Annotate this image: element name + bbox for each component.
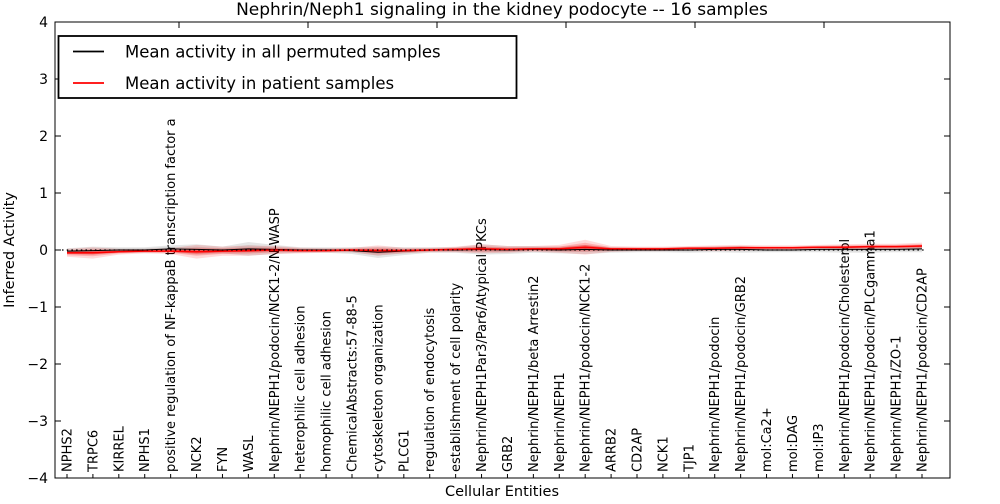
x-tick-label: Nephrin/NEPH1Par3/Par6/Atypical PKCs — [475, 218, 490, 472]
x-tick-label: PLCG1 — [397, 429, 412, 472]
x-tick-label: homophilic cell adhesion — [320, 311, 335, 472]
legend-label-permuted: Mean activity in all permuted samples — [125, 43, 441, 62]
x-tick-label: TJP1 — [682, 444, 697, 473]
y-tick-label: 1 — [39, 186, 48, 202]
x-tick-label: mol:DAG — [786, 415, 801, 472]
x-tick-label: positive regulation of NF-kappaB transcr… — [164, 118, 179, 472]
x-tick-label: Nephrin/NEPH1/beta Arrestin2 — [527, 276, 542, 473]
x-tick-label: Nephrin/NEPH1/podocin — [708, 317, 723, 472]
x-tick-label: mol:IP3 — [812, 423, 827, 472]
legend-label-patient: Mean activity in patient samples — [125, 74, 394, 93]
x-tick-label: Nephrin/NEPH1/podocin/NCK1-2 — [579, 264, 594, 472]
chart-title: Nephrin/Neph1 signaling in the kidney po… — [236, 0, 768, 20]
axes: −4 −3 −2 −1 0 1 2 3 4 — [27, 15, 950, 487]
y-tick-label: −2 — [27, 357, 48, 373]
x-tick-label: mol:Ca2+ — [760, 407, 775, 472]
legend: Mean activity in all permuted samples Me… — [57, 35, 518, 99]
x-tick-label: ARRB2 — [605, 428, 620, 472]
x-tick-label: NCK2 — [190, 436, 205, 472]
x-tick-label: establishment of cell polarity — [449, 283, 464, 472]
x-tick-label: Nephrin/NEPH1/podocin/PLCgamma1 — [864, 230, 879, 472]
x-tick-label: Nephrin/NEPH1/podocin/NCK1-2/N-WASP — [268, 208, 283, 472]
x-tick-label: Nephrin/NEPH1/podocin/CD2AP — [916, 268, 931, 472]
y-tick-label: 0 — [39, 243, 48, 259]
x-tick-label: TRPC6 — [86, 430, 101, 473]
x-axis-label: Cellular Entities — [445, 484, 559, 500]
x-tick-label: NPHS2 — [61, 428, 76, 472]
x-tick-label: cytoskeleton organization — [371, 304, 386, 472]
x-tick-label: GRB2 — [501, 436, 516, 472]
x-tick-label: regulation of endocytosis — [423, 307, 438, 472]
plot-frame — [54, 21, 951, 479]
patient-mean-line — [67, 245, 923, 254]
x-tick-labels: NPHS2 TRPC6 KIRREL NPHS1 positive regulation… — [61, 118, 931, 473]
x-tick-label: NPHS1 — [138, 428, 153, 472]
y-tick-label: −3 — [27, 414, 48, 430]
x-tick-label: WASL — [242, 435, 257, 472]
x-tick-label: ChemicalAbstracts:57-88-5 — [346, 295, 361, 472]
x-tick-label: Nephrin/NEPH1 — [553, 372, 568, 472]
x-tick-label: Nephrin/NEPH1/podocin/GRB2 — [734, 276, 749, 472]
y-tick-label: 2 — [39, 129, 48, 145]
x-tick-label: heterophilic cell adhesion — [294, 306, 309, 473]
y-axis-label: Inferred Activity — [2, 192, 18, 308]
x-tick-label: Nephrin/NEPH1/ZO-1 — [890, 336, 905, 472]
legend-box — [57, 35, 518, 99]
x-tick-label: CD2AP — [631, 428, 646, 472]
x-tick-label: KIRREL — [112, 425, 127, 472]
y-tick-label: −4 — [27, 471, 48, 487]
series-lines — [62, 245, 926, 254]
y-tick-label: 3 — [39, 72, 48, 88]
y-tick-label: −1 — [27, 300, 48, 316]
x-tick-label: Nephrin/NEPH1/podocin/Cholesterol — [838, 239, 853, 472]
x-tick-label: NCK1 — [656, 436, 671, 472]
x-tick-label: FYN — [216, 447, 231, 472]
y-tick-label: 4 — [39, 15, 48, 31]
